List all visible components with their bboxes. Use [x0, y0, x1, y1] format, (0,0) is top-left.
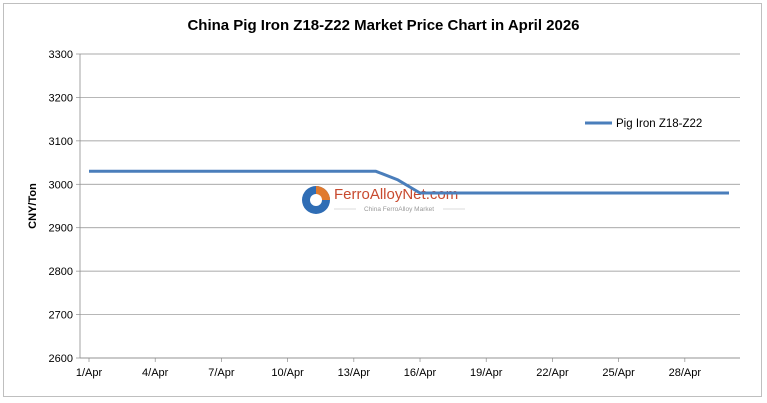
x-tick-label: 10/Apr [271, 367, 304, 379]
grid-lines [80, 53, 740, 359]
x-tick-label: 19/Apr [470, 367, 503, 379]
legend: Pig Iron Z18-Z22 [585, 118, 702, 130]
x-tick-label: 7/Apr [208, 367, 235, 379]
x-tick-label: 22/Apr [536, 367, 569, 379]
y-tick-label: 3100 [49, 136, 73, 148]
y-tick-label: 2800 [49, 266, 73, 278]
y-tick-label: 2700 [49, 310, 73, 322]
chart-title: China Pig Iron Z18-Z22 Market Price Char… [187, 17, 580, 34]
y-axis-label: CNY/Ton [27, 183, 39, 229]
y-tick-label: 2900 [49, 223, 73, 235]
x-tick-label: 13/Apr [338, 367, 371, 379]
x-tick-label: 25/Apr [602, 367, 635, 379]
watermark-brand: FerroAlloyNet.com [334, 186, 458, 203]
axes [76, 53, 740, 362]
legend-label: Pig Iron Z18-Z22 [616, 118, 702, 130]
ferroalloynet-logo-icon [302, 186, 330, 214]
y-tick-labels: 2600 2700 2800 2900 3000 3100 3200 3300 [49, 49, 73, 365]
x-tick-label: 28/Apr [669, 367, 702, 379]
y-tick-label: 3000 [49, 179, 73, 191]
y-tick-label: 3300 [49, 49, 73, 61]
watermark-tagline: China FerroAlloy Market [364, 206, 434, 213]
x-tick-label: 4/Apr [142, 367, 169, 379]
series-line [89, 169, 729, 195]
x-tick-label: 16/Apr [404, 367, 437, 379]
x-tick-label: 1/Apr [76, 367, 103, 379]
y-tick-label: 2600 [49, 353, 73, 365]
x-tick-labels: 1/Apr 4/Apr 7/Apr 10/Apr 13/Apr 16/Apr 19/Apr 2… [76, 367, 702, 379]
y-tick-label: 3200 [49, 92, 73, 104]
watermark: FerroAlloyNet.com China FerroAlloy Marke… [302, 186, 465, 214]
series-layer [89, 169, 729, 195]
chart-frame [3, 3, 762, 397]
